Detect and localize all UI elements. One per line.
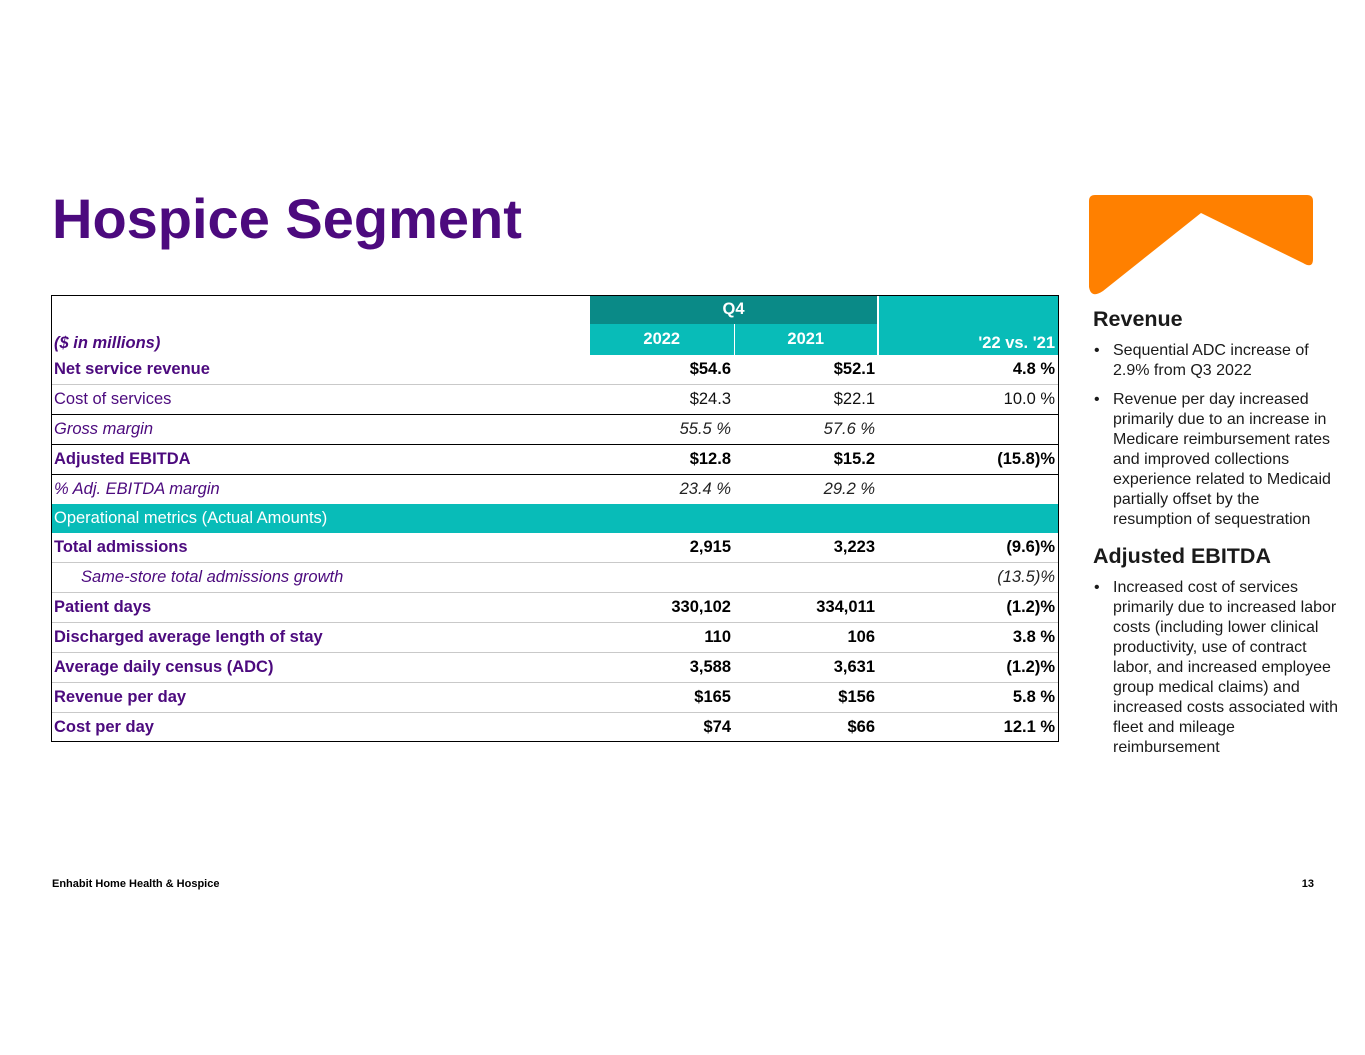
value-change: 4.8 % bbox=[878, 355, 1059, 385]
table-row: Average daily census (ADC) 3,588 3,631 (… bbox=[51, 652, 1059, 683]
row-label: Revenue per day bbox=[51, 682, 590, 713]
value-change: 5.8 % bbox=[878, 682, 1059, 713]
table-row: Cost of services $24.3 $22.1 10.0 % bbox=[51, 384, 1059, 415]
table-row: Total admissions 2,915 3,223 (9.6)% bbox=[51, 533, 1059, 563]
value-2022: 330,102 bbox=[590, 592, 734, 623]
value-change: (9.6)% bbox=[878, 533, 1059, 563]
logo-shape bbox=[1089, 195, 1313, 295]
row-label: Adjusted EBITDA bbox=[51, 444, 590, 475]
table-row: Gross margin 55.5 % 57.6 % bbox=[51, 414, 1059, 445]
value-2022: 23.4 % bbox=[679, 480, 731, 498]
value-2021: $66 bbox=[847, 718, 876, 736]
ebitda-bullets: Increased cost of services primarily due… bbox=[1093, 578, 1343, 758]
value-2021: $15.2 bbox=[734, 444, 879, 475]
row-label: Total admissions bbox=[51, 533, 590, 563]
row-label: % Adj. EBITDA margin bbox=[54, 480, 220, 498]
revenue-bullets: Sequential ADC increase of 2.9% from Q3 … bbox=[1093, 341, 1343, 530]
header-row-years: ($ in millions) 2022 2021 bbox=[51, 324, 1058, 355]
year-2022-header: 2022 bbox=[590, 324, 735, 355]
bullet-item: Increased cost of services primarily due… bbox=[1093, 578, 1343, 758]
row-label: Cost per day bbox=[54, 718, 154, 736]
row-label: Gross margin bbox=[51, 414, 590, 445]
value-2021: 3,223 bbox=[734, 533, 879, 563]
value-2022: $24.3 bbox=[590, 384, 734, 415]
value-change bbox=[878, 414, 1059, 445]
table-row: Cost per day $74 $66 12.1 % bbox=[51, 713, 1058, 743]
value-change: (15.8)% bbox=[878, 444, 1059, 475]
value-change: (13.5)% bbox=[878, 562, 1059, 593]
value-2022: $54.6 bbox=[590, 355, 734, 385]
table-row: Revenue per day $165 $156 5.8 % bbox=[51, 682, 1059, 713]
row-label: Average daily census (ADC) bbox=[51, 652, 590, 683]
value-change: 10.0 % bbox=[878, 384, 1059, 415]
value-2021: $52.1 bbox=[734, 355, 879, 385]
footer-company: Enhabit Home Health & Hospice bbox=[52, 878, 220, 890]
row-label: Same-store total admissions growth bbox=[51, 562, 590, 593]
header-blank bbox=[51, 295, 590, 324]
value-2022: $74 bbox=[703, 718, 731, 736]
change-column-header: '22 vs. '21 bbox=[877, 295, 1059, 355]
value-2021 bbox=[734, 562, 879, 593]
table-row: Same-store total admissions growth (13.5… bbox=[51, 562, 1059, 593]
bullet-item: Sequential ADC increase of 2.9% from Q3 … bbox=[1093, 341, 1343, 381]
value-change: 3.8 % bbox=[878, 622, 1059, 653]
value-2022: $165 bbox=[590, 682, 734, 713]
table-row: % Adj. EBITDA margin 23.4 % 29.2 % bbox=[51, 475, 1058, 505]
value-2021: 3,631 bbox=[734, 652, 879, 683]
table-row: Patient days 330,102 334,011 (1.2)% bbox=[51, 592, 1059, 623]
bullet-item: Revenue per day increased primarily due … bbox=[1093, 390, 1343, 530]
value-2021: $22.1 bbox=[734, 384, 879, 415]
page-title: Hospice Segment bbox=[52, 187, 522, 250]
ebitda-heading: Adjusted EBITDA bbox=[1093, 544, 1271, 568]
commentary-panel: Revenue Sequential ADC increase of 2.9% … bbox=[1093, 307, 1343, 772]
row-label: Discharged average length of stay bbox=[51, 622, 590, 653]
value-change: 12.1 % bbox=[1003, 718, 1056, 736]
row-label: Cost of services bbox=[51, 384, 590, 415]
value-2022: $12.8 bbox=[590, 444, 734, 475]
year-2021-header: 2021 bbox=[734, 324, 879, 355]
value-2021: 334,011 bbox=[734, 592, 879, 623]
period-header: Q4 bbox=[590, 295, 879, 324]
units-label: ($ in millions) bbox=[54, 334, 161, 352]
operational-metrics-header: Operational metrics (Actual Amounts) bbox=[51, 504, 1059, 533]
value-change: (1.2)% bbox=[878, 652, 1059, 683]
table-row: Discharged average length of stay 110 10… bbox=[51, 622, 1059, 653]
value-2021: 29.2 % bbox=[823, 480, 876, 498]
value-2022 bbox=[590, 562, 734, 593]
table-row: Adjusted EBITDA $12.8 $15.2 (15.8)% bbox=[51, 444, 1059, 475]
chevron-roof-logo bbox=[1089, 195, 1313, 295]
value-2021: 106 bbox=[734, 622, 879, 653]
revenue-heading: Revenue bbox=[1093, 307, 1183, 331]
row-label: Patient days bbox=[51, 592, 590, 623]
value-2021: $156 bbox=[734, 682, 879, 713]
value-2022: 2,915 bbox=[590, 533, 734, 563]
row-label: Net service revenue bbox=[51, 355, 590, 385]
value-2022: 55.5 % bbox=[590, 414, 734, 445]
value-change bbox=[878, 475, 1058, 505]
page-number: 13 bbox=[1301, 878, 1314, 890]
section-header-row: Operational metrics (Actual Amounts) bbox=[51, 504, 1059, 533]
value-change: (1.2)% bbox=[878, 592, 1059, 623]
value-2021: 57.6 % bbox=[734, 414, 879, 445]
financial-table: Q4 '22 vs. '21 ($ in millions) 2022 2021… bbox=[51, 295, 1059, 743]
header-row-period: Q4 '22 vs. '21 bbox=[51, 295, 1059, 355]
table-row: Net service revenue $54.6 $52.1 4.8 % bbox=[51, 355, 1059, 385]
value-2022: 3,588 bbox=[590, 652, 734, 683]
value-2022: 110 bbox=[590, 622, 734, 653]
